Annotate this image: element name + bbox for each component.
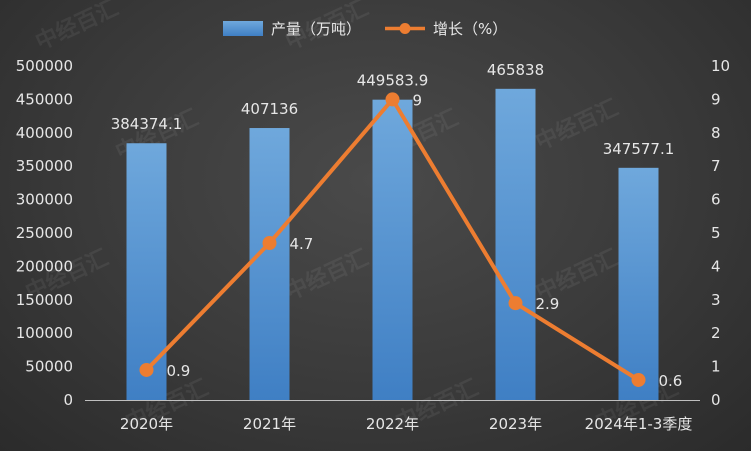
right-axis-tick-label: 3 [711, 291, 721, 309]
bar [372, 99, 413, 401]
bar-data-label: 407136 [241, 100, 298, 118]
right-axis: 0 1 2 3 4 5 6 7 8 9 10 [711, 57, 730, 409]
x-axis-tick-label: 2020年 [120, 415, 173, 433]
line-data-label: 9 [413, 91, 423, 109]
line-data-label: 0.9 [167, 362, 191, 380]
bar [249, 128, 290, 401]
left-axis-tick-label: 50000 [25, 358, 73, 376]
bar-data-label: 449583.9 [357, 72, 429, 90]
right-axis-tick-label: 4 [711, 257, 721, 275]
line-point [631, 372, 646, 387]
bar-data-label: 347577.1 [603, 140, 675, 158]
line-point [385, 92, 400, 107]
line-series: 0.9 4.7 9 2.9 0.6 [139, 91, 683, 390]
left-axis-tick-label: 250000 [16, 224, 73, 242]
watermark-text: 中经百汇 [282, 245, 373, 306]
right-axis-tick-label: 2 [711, 324, 721, 342]
x-axis: 2020年 2021年 2022年 2023年 2024年1-3季度 [85, 400, 700, 433]
right-axis-tick-label: 7 [711, 157, 721, 175]
left-axis-tick-label: 450000 [16, 90, 73, 108]
legend: 产量（万吨） 增长（%） [223, 20, 507, 38]
line-data-label: 4.7 [290, 235, 314, 253]
bar-series: 384374.1 407136 449583.9 465838 347577.1 [111, 61, 675, 401]
left-axis-tick-label: 200000 [16, 257, 73, 275]
bar [618, 167, 659, 400]
bar [126, 143, 167, 400]
right-axis-tick-label: 5 [711, 224, 721, 242]
left-axis: 0 50000 100000 150000 200000 250000 300000 3500… [16, 57, 73, 409]
line-data-label: 2.9 [536, 295, 560, 313]
left-axis-tick-label: 500000 [16, 57, 73, 75]
left-axis-tick-label: 350000 [16, 157, 73, 175]
left-axis-tick-label: 300000 [16, 191, 73, 209]
left-axis-tick-label: 100000 [16, 324, 73, 342]
left-axis-tick-label: 400000 [16, 124, 73, 142]
legend-line-label: 增长（%） [433, 20, 507, 38]
right-axis-tick-label: 0 [711, 391, 721, 409]
x-axis-tick-label: 2022年 [366, 415, 419, 433]
right-axis-tick-label: 9 [711, 90, 721, 108]
x-axis-tick-label: 2023年 [489, 415, 542, 433]
legend-bar-swatch [223, 21, 263, 36]
bar-data-label: 465838 [487, 61, 544, 79]
bar-data-label: 384374.1 [111, 115, 183, 133]
line-point [262, 236, 277, 251]
right-axis-tick-label: 6 [711, 191, 721, 209]
x-axis-tick-label: 2021年 [243, 415, 296, 433]
x-axis-tick-label: 2024年1-3季度 [585, 415, 693, 433]
left-axis-tick-label: 0 [63, 391, 73, 409]
left-axis-tick-label: 150000 [16, 291, 73, 309]
legend-bar-label: 产量（万吨） [271, 20, 361, 38]
line-point [508, 296, 523, 311]
right-axis-tick-label: 8 [711, 124, 721, 142]
line-point [139, 362, 154, 377]
right-axis-tick-label: 1 [711, 358, 721, 376]
right-axis-tick-label: 10 [711, 57, 730, 75]
legend-line-marker [399, 23, 411, 34]
watermark-text: 中经百汇 [32, 0, 123, 55]
line-data-label: 0.6 [659, 372, 683, 390]
bar [495, 88, 536, 400]
